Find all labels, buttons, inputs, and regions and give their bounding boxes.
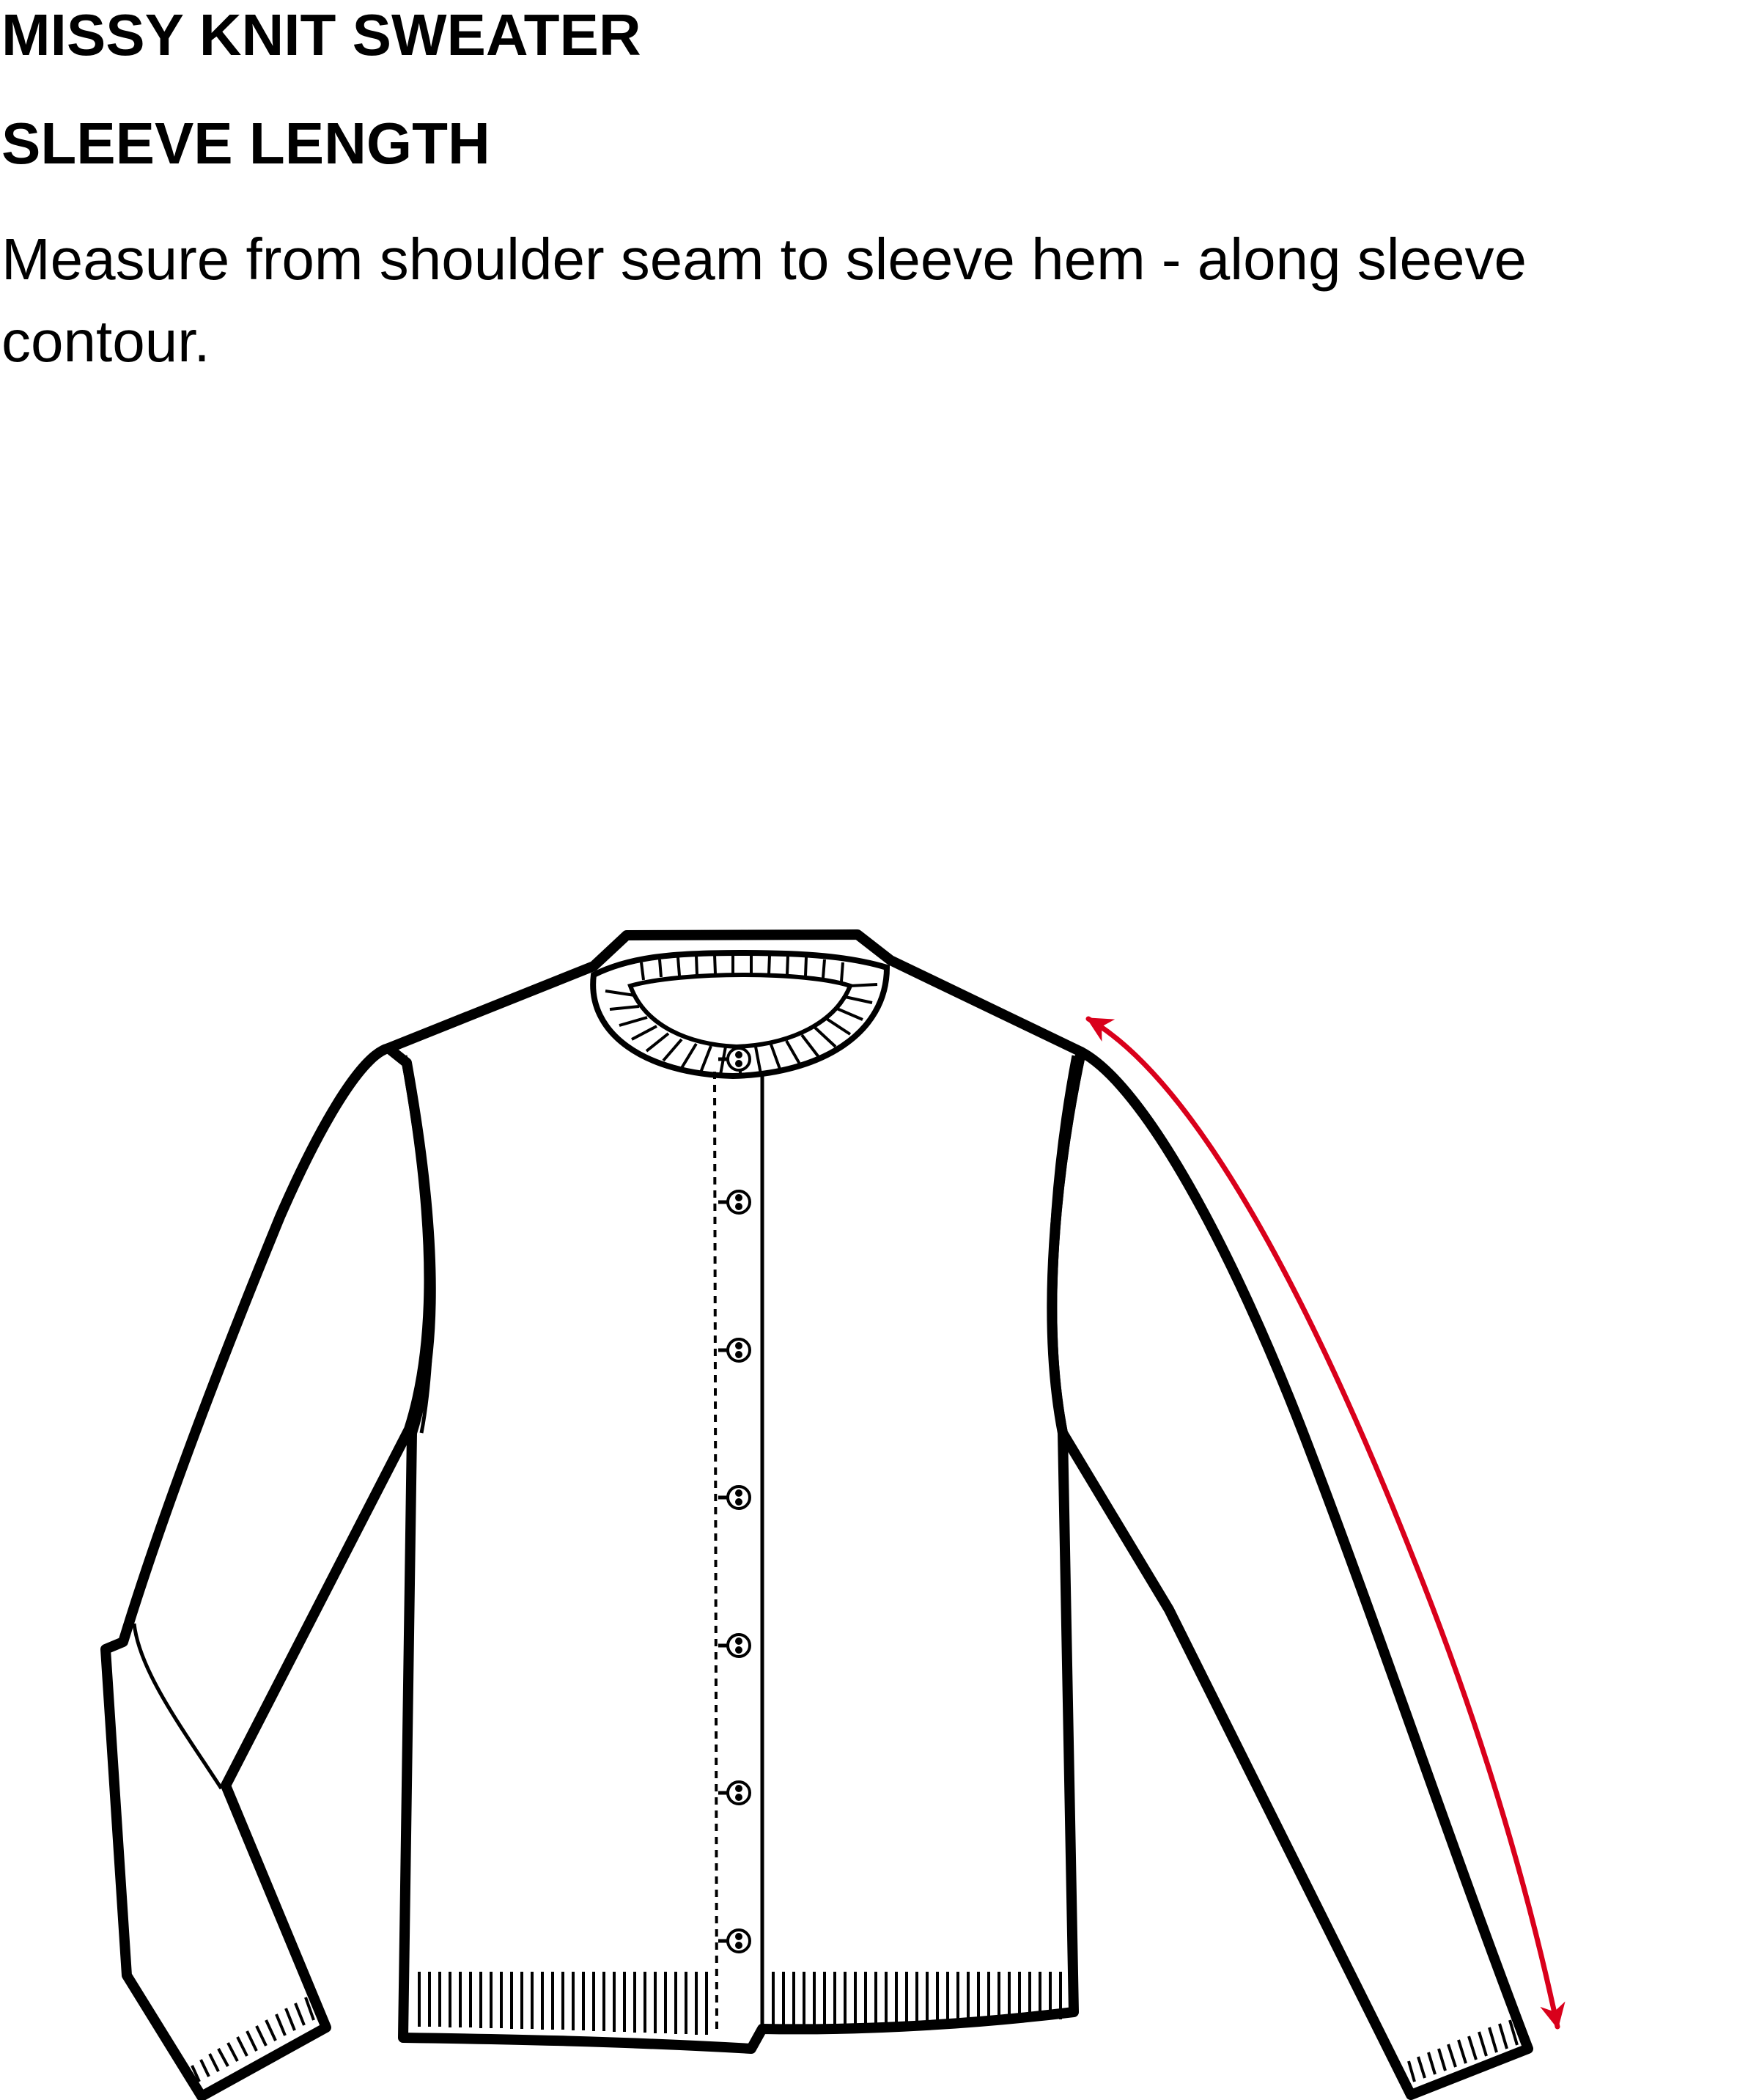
button-icon: [718, 1190, 751, 1215]
button-icon: [718, 1485, 751, 1510]
buttons: [718, 1047, 751, 1953]
hem-ribbing: [418, 1972, 1062, 2035]
measurement-title: SLEEVE LENGTH: [1, 111, 490, 176]
sleeve-length-arrow-icon: [1085, 1016, 1566, 2030]
left-sleeve: [100, 1043, 435, 2100]
button-placket: [713, 1071, 764, 2032]
left-cuff-ribbing: [191, 1997, 315, 2082]
product-title: MISSY KNIT SWEATER: [1, 2, 641, 67]
button-icon: [718, 1338, 751, 1363]
right-sleeve: [1047, 1047, 1533, 2100]
neck-ribbing: [590, 949, 890, 1080]
button-icon: [718, 1780, 751, 1805]
button-icon: [718, 1633, 751, 1658]
button-icon: [718, 1928, 751, 1953]
button-icon: [718, 1047, 751, 1072]
measurement-instructions: Measure from shoulder seam to sleeve hem…: [1, 226, 1527, 374]
